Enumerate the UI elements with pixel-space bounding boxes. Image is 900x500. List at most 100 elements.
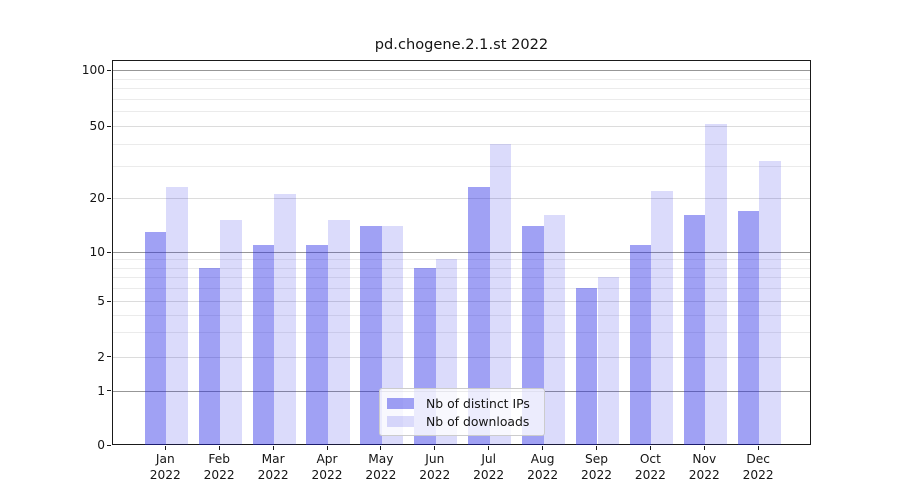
- x-tick-mark: [434, 446, 436, 450]
- x-tick-label-jun: Jun 2022: [406, 452, 464, 483]
- bar-downloads-aug: [543, 215, 566, 445]
- y-tick-mark: [107, 300, 111, 302]
- bar-distinct-ips-dec: [737, 210, 760, 445]
- x-label-year: 2022: [688, 467, 720, 482]
- x-label-year: 2022: [580, 467, 613, 482]
- x-label-year: 2022: [365, 467, 397, 482]
- bar-distinct-ips-mar: [252, 244, 275, 445]
- y-tick-mark: [107, 197, 111, 199]
- x-tick-label-apr: Apr 2022: [298, 452, 356, 483]
- gridline: [113, 301, 810, 302]
- gridline: [113, 70, 810, 71]
- x-label-year: 2022: [742, 467, 774, 482]
- y-tick-label: 0: [97, 438, 105, 452]
- bar-distinct-ips-oct: [629, 244, 652, 445]
- bar-downloads-sep: [597, 277, 620, 445]
- x-label-month: May: [368, 452, 394, 466]
- gridline: [113, 356, 810, 358]
- x-tick-label-mar: Mar 2022: [244, 452, 302, 483]
- y-tick-mark: [107, 69, 111, 71]
- y-tick-label: 50: [89, 119, 105, 133]
- x-tick-mark: [380, 446, 382, 450]
- x-label-year: 2022: [257, 467, 289, 482]
- x-label-year: 2022: [527, 467, 559, 482]
- bar-downloads-oct: [651, 190, 673, 445]
- y-tick-label: 5: [97, 294, 105, 308]
- bar-distinct-ips-may: [360, 225, 382, 445]
- legend-label-distinct-ips: Nb of distinct IPs: [426, 395, 530, 411]
- x-label-month: Mar: [261, 452, 285, 466]
- y-tick-label: 2: [97, 349, 105, 364]
- x-tick-label-sep: Sep 2022: [568, 452, 626, 483]
- x-tick-mark: [218, 446, 220, 450]
- x-label-year: 2022: [149, 467, 181, 482]
- x-label-month: Feb: [208, 452, 230, 466]
- x-label-month: Apr: [316, 452, 338, 466]
- x-label-month: Jun: [425, 452, 445, 466]
- gridline: [113, 277, 810, 279]
- bar-distinct-ips-nov: [683, 215, 706, 445]
- x-tick-label-jan: Jan 2022: [136, 452, 194, 483]
- gridline: [113, 143, 810, 145]
- x-tick-mark: [488, 446, 490, 450]
- x-tick-label-oct: Oct 2022: [621, 452, 679, 483]
- x-tick-label-aug: Aug 2022: [514, 452, 572, 483]
- gridline: [113, 126, 810, 127]
- x-tick-label-may: May 2022: [352, 452, 410, 483]
- legend-label-downloads: Nb of downloads: [426, 413, 530, 429]
- x-label-month: Aug: [530, 452, 555, 466]
- y-tick-label: 20: [89, 191, 105, 205]
- gridline: [113, 314, 810, 316]
- x-label-month: Jul: [481, 452, 497, 466]
- bar-downloads-feb: [220, 220, 242, 445]
- bar-downloads-jul: [489, 143, 512, 445]
- gridline: [113, 259, 810, 261]
- x-label-year: 2022: [473, 467, 505, 482]
- gridline: [113, 267, 810, 269]
- x-tick-label-nov: Nov 2022: [675, 452, 733, 483]
- x-tick-mark: [757, 446, 759, 450]
- x-label-month: Sep: [585, 452, 608, 466]
- legend-item-distinct-ips: Nb of distinct IPs: [387, 395, 535, 411]
- x-label-month: Dec: [746, 452, 770, 466]
- x-label-month: Nov: [692, 452, 717, 466]
- gridline: [113, 198, 810, 199]
- gridline: [113, 288, 810, 290]
- y-tick-label: 1: [97, 383, 105, 398]
- legend-swatch-distinct-ips: [387, 397, 414, 409]
- gridline: [113, 88, 810, 90]
- x-tick-mark: [326, 446, 328, 450]
- x-tick-mark: [596, 446, 597, 450]
- gridline: [113, 166, 810, 168]
- bar-downloads-dec: [759, 161, 781, 445]
- y-tick-mark: [107, 444, 111, 446]
- x-label-year: 2022: [203, 467, 235, 482]
- x-tick-mark: [649, 446, 651, 450]
- plot-area: [112, 60, 811, 445]
- legend: Nb of distinct IPs Nb of downloads: [379, 388, 545, 436]
- gridline: [113, 78, 810, 80]
- bar-distinct-ips-jul: [468, 187, 490, 445]
- bar-downloads-apr: [328, 220, 350, 445]
- gridline: [113, 98, 810, 100]
- y-tick-mark: [107, 251, 111, 253]
- bar-downloads-mar: [274, 194, 296, 445]
- x-tick-label-feb: Feb 2022: [190, 452, 248, 483]
- y-tick-label: 100: [81, 63, 105, 77]
- gridline: [113, 111, 810, 113]
- x-tick-label-jul: Jul 2022: [460, 452, 518, 483]
- x-label-year: 2022: [634, 467, 666, 482]
- y-tick-mark: [107, 125, 111, 127]
- bar-distinct-ips-feb: [198, 267, 221, 445]
- bar-downloads-jan: [166, 187, 188, 445]
- x-tick-mark: [703, 446, 705, 450]
- bar-downloads-nov: [705, 124, 727, 445]
- gridline: [113, 252, 810, 253]
- y-tick-label: 10: [89, 245, 105, 259]
- x-label-month: Jan: [155, 452, 175, 466]
- x-tick-mark: [542, 446, 544, 450]
- x-tick-label-dec: Dec 2022: [729, 452, 787, 483]
- x-label-year: 2022: [311, 467, 343, 482]
- legend-swatch-downloads: [387, 415, 414, 427]
